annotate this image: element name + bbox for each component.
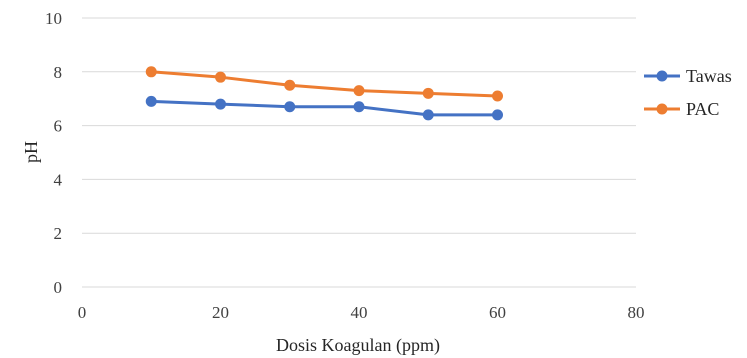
x-tick-label: 20 xyxy=(212,303,229,322)
legend-marker xyxy=(656,70,668,82)
x-axis-label: Dosis Koagulan (ppm) xyxy=(276,335,440,356)
data-point xyxy=(145,95,157,107)
x-tick-label: 80 xyxy=(628,303,645,322)
data-point xyxy=(492,90,503,102)
legend-label: PAC xyxy=(686,99,719,119)
legend: Tawas PAC xyxy=(644,66,732,119)
x-tick-label: 40 xyxy=(351,303,368,322)
legend-label: Tawas xyxy=(686,66,732,86)
data-point xyxy=(145,66,157,78)
data-point xyxy=(353,101,365,113)
data-point xyxy=(492,109,503,121)
y-tick-label: 10 xyxy=(45,9,62,28)
y-tick-label: 6 xyxy=(54,117,63,136)
data-point xyxy=(215,71,226,83)
series-tawas xyxy=(145,95,503,121)
data-point xyxy=(422,87,434,99)
x-tick-label: 60 xyxy=(489,303,506,322)
y-axis-label: pH xyxy=(21,141,41,163)
data-point xyxy=(284,101,296,113)
x-axis-ticks: 0 20 40 60 80 xyxy=(78,303,645,322)
y-axis-ticks: 0 2 4 6 8 10 xyxy=(45,9,63,297)
series-layer xyxy=(145,66,503,121)
series-line xyxy=(149,70,499,98)
data-point xyxy=(284,79,296,91)
x-tick-label: 0 xyxy=(78,303,87,322)
y-tick-label: 0 xyxy=(54,278,63,297)
series-pac xyxy=(145,66,503,102)
y-tick-label: 2 xyxy=(54,224,63,243)
series-line xyxy=(149,99,499,117)
y-tick-label: 8 xyxy=(54,63,63,82)
legend-item-tawas: Tawas xyxy=(644,66,732,86)
data-point xyxy=(215,98,226,110)
legend-marker xyxy=(656,103,668,115)
y-tick-label: 4 xyxy=(54,170,63,189)
legend-item-pac: PAC xyxy=(644,99,719,119)
data-point xyxy=(422,109,434,121)
data-point xyxy=(353,85,365,97)
gridlines xyxy=(82,17,636,234)
